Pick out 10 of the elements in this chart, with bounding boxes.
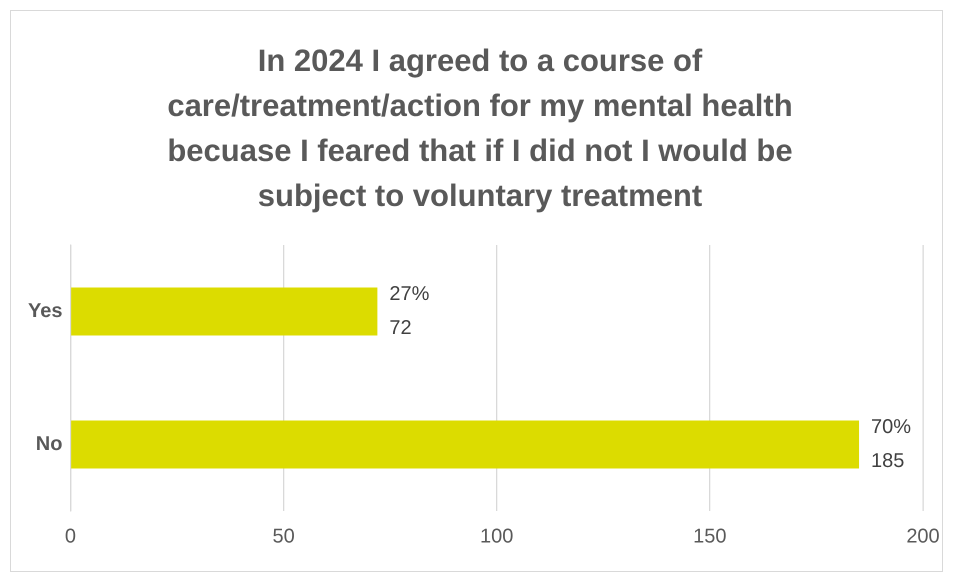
x-tick-label: 150 (693, 526, 727, 548)
data-label: 27% 72 (389, 283, 430, 340)
x-tick-label: 200 (906, 526, 940, 548)
chart-title: In 2024 I agreed to a course of care/treatment/action for my mental health becuase I feared that if I did not I would be subject to voluntary treatment (166, 42, 794, 215)
x-tick-label: 0 (64, 526, 76, 548)
data-label: 70% 185 (871, 416, 912, 472)
y-tick-label: Yes (28, 300, 62, 322)
x-tick-label: 50 (272, 526, 295, 548)
y-tick-label: No (36, 433, 62, 456)
x-tick-label: 100 (480, 526, 514, 548)
